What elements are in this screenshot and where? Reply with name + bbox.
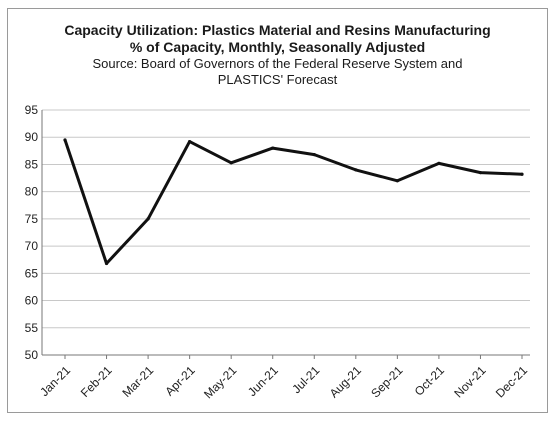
- x-tick-label: Jun-21: [245, 363, 281, 399]
- x-tick-label: Dec-21: [493, 363, 530, 400]
- y-tick-label: 50: [25, 348, 39, 362]
- data-point: [63, 138, 67, 142]
- x-tick-label: Apr-21: [162, 363, 198, 399]
- data-point: [520, 172, 524, 176]
- data-point: [104, 261, 109, 266]
- x-tick-label: Nov-21: [451, 363, 488, 400]
- chart-frame: [7, 8, 548, 413]
- data-point: [188, 139, 192, 144]
- x-tick-label: Feb-21: [78, 363, 115, 400]
- chart-source-line-1: Source: Board of Governors of the Federa…: [92, 56, 463, 71]
- data-point: [437, 161, 441, 165]
- x-tick-label: May-21: [201, 363, 239, 401]
- y-tick-label: 95: [25, 103, 39, 117]
- y-tick-label: 55: [25, 321, 39, 335]
- y-tick-label: 85: [25, 157, 39, 171]
- x-tick-label: Sep-21: [368, 363, 405, 400]
- y-tick-label: 75: [25, 212, 39, 226]
- series-line: [63, 138, 524, 265]
- data-point: [312, 153, 316, 157]
- chart-titles: Capacity Utilization: Plastics Material …: [0, 22, 555, 88]
- chart-title: Capacity Utilization: Plastics Material …: [64, 22, 491, 38]
- chart-source-line-2: PLASTICS' Forecast: [217, 72, 338, 87]
- y-tick-label: 60: [25, 294, 39, 308]
- data-point: [478, 171, 483, 175]
- y-tick-label: 65: [25, 266, 39, 280]
- x-tick-label: Jan-21: [37, 363, 73, 399]
- y-tick-label: 80: [25, 185, 39, 199]
- y-tick-label: 70: [25, 239, 39, 253]
- x-tick-label: Mar-21: [119, 363, 156, 400]
- x-tick-label: Jul-21: [289, 363, 322, 396]
- x-tick-label: Aug-21: [327, 363, 364, 400]
- data-point: [354, 168, 358, 172]
- y-tick-label: 90: [25, 130, 39, 144]
- data-point: [395, 179, 399, 183]
- chart-subtitle: % of Capacity, Monthly, Seasonally Adjus…: [129, 39, 426, 55]
- data-point: [271, 146, 275, 150]
- data-point: [229, 161, 233, 165]
- data-point: [146, 217, 150, 221]
- x-tick-label: Oct-21: [412, 363, 448, 399]
